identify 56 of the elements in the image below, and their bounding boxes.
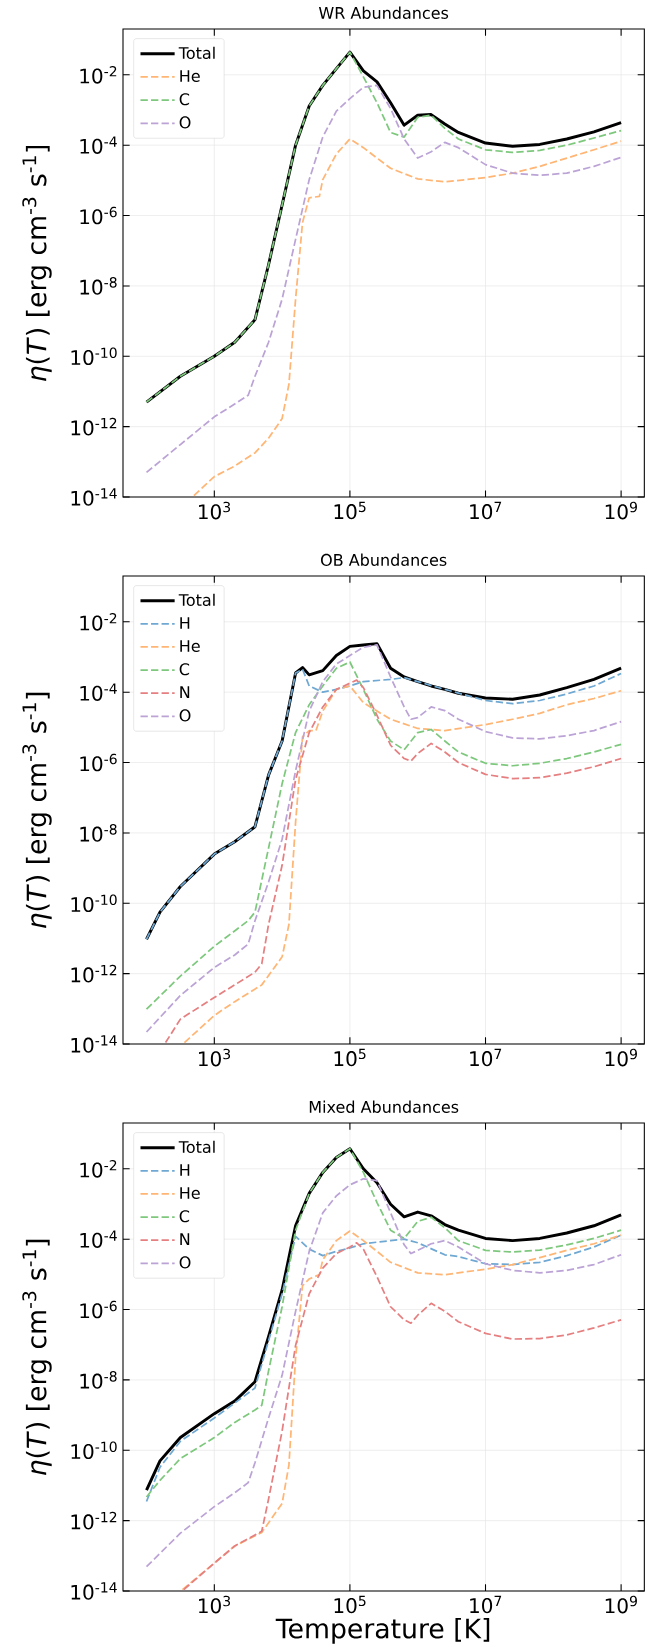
- legend-label: O: [179, 709, 191, 722]
- y-tick-label: 10$^{-14}$: [71, 1582, 117, 1600]
- legend-label: Total: [178, 593, 215, 607]
- y-tick-label: 10$^{-12}$: [71, 1511, 117, 1530]
- legend-label: H: [180, 617, 190, 629]
- legend-label: C: [179, 1210, 190, 1223]
- chart-title: Mixed Abundances: [309, 1100, 459, 1113]
- y-tick-label: 10$^{-12}$: [71, 417, 117, 436]
- x-tick-label: 10$^{5}$: [334, 501, 366, 520]
- x-tick-label: 10$^{3}$: [199, 1595, 231, 1614]
- y-tick-label: 10$^{-10}$: [71, 894, 117, 913]
- legend-label: H: [180, 1164, 190, 1176]
- legend-label: Total: [178, 1140, 215, 1154]
- legend-label: He: [180, 640, 200, 653]
- legend-label: Total: [178, 46, 215, 60]
- x-tick-label: 10$^{3}$: [199, 1048, 231, 1067]
- y-axis-title: η(T) [erg cm$^{-3}$ s$^{-1}$]: [22, 692, 52, 928]
- legend-label: C: [179, 663, 190, 676]
- y-tick-label: 10$^{-6}$: [80, 206, 117, 225]
- y-axis-title: η(T) [erg cm$^{-3}$ s$^{-1}$]: [22, 145, 52, 381]
- legend-label: He: [180, 70, 200, 83]
- chart-title: WR Abundances: [318, 6, 449, 19]
- legend-label: N: [180, 686, 190, 699]
- y-tick-label: 10$^{-10}$: [71, 1441, 117, 1460]
- legend-label: O: [179, 1256, 191, 1269]
- legend-label: O: [179, 116, 191, 129]
- y-tick-label: 10$^{-8}$: [80, 1371, 117, 1389]
- x-tick-label: 10$^{5}$: [334, 1048, 366, 1067]
- y-tick-label: 10$^{-12}$: [71, 964, 117, 983]
- y-tick-label: 10$^{-6}$: [80, 1300, 117, 1319]
- y-tick-label: 10$^{-6}$: [80, 753, 117, 772]
- y-tick-label: 10$^{-8}$: [80, 824, 117, 842]
- y-tick-label: 10$^{-2}$: [80, 1159, 117, 1178]
- y-tick-label: 10$^{-8}$: [80, 277, 117, 295]
- legend-label: N: [180, 1233, 190, 1245]
- y-tick-label: 10$^{-2}$: [80, 612, 117, 631]
- y-tick-label: 10$^{-4}$: [80, 136, 117, 154]
- y-tick-label: 10$^{-2}$: [80, 65, 117, 84]
- y-axis-title: η(T) [erg cm$^{-3}$ s$^{-1}$]: [22, 1239, 52, 1475]
- y-tick-label: 10$^{-10}$: [71, 347, 117, 366]
- x-tick-label: 10$^{9}$: [605, 1595, 637, 1614]
- x-tick-label: 10$^{3}$: [199, 501, 231, 520]
- x-tick-label: 10$^{5}$: [334, 1595, 366, 1614]
- y-tick-label: 10$^{-4}$: [80, 1230, 117, 1248]
- legend-label: He: [180, 1187, 200, 1200]
- x-tick-label: 10$^{7}$: [470, 501, 502, 520]
- chart-title: OB Abundances: [321, 553, 447, 566]
- x-tick-label: 10$^{9}$: [605, 501, 637, 520]
- x-axis-title: Temperature [K]: [275, 1617, 490, 1644]
- x-tick-label: 10$^{7}$: [470, 1595, 502, 1614]
- x-tick-label: 10$^{7}$: [470, 1048, 502, 1067]
- y-tick-label: 10$^{-14}$: [71, 1035, 117, 1053]
- y-tick-label: 10$^{-14}$: [71, 488, 117, 506]
- x-tick-label: 10$^{9}$: [605, 1048, 637, 1067]
- legend-label: C: [179, 93, 190, 106]
- y-tick-label: 10$^{-4}$: [80, 683, 117, 701]
